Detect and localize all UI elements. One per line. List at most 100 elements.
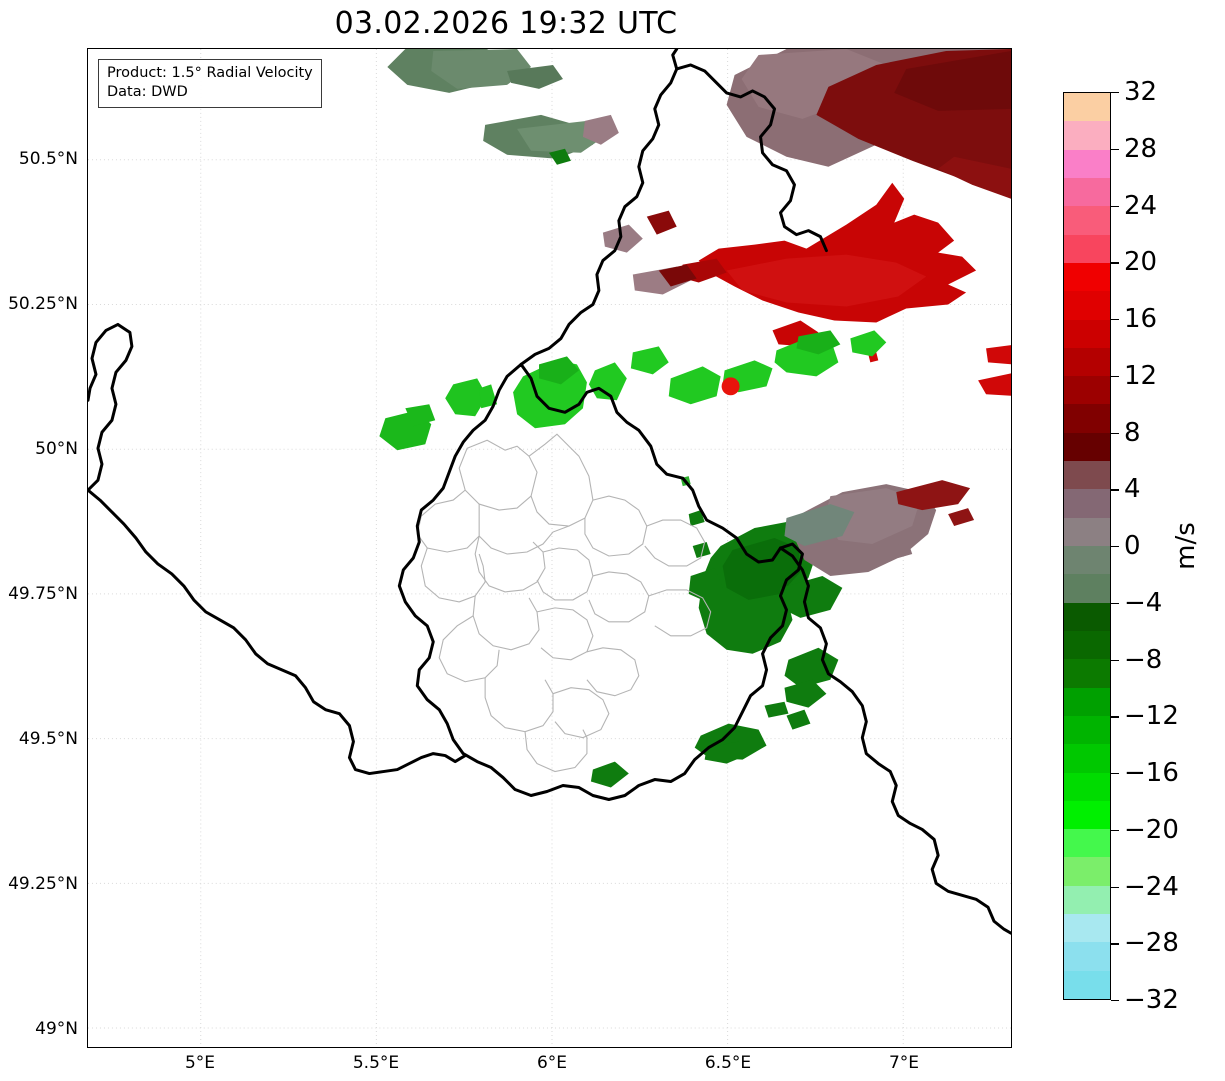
colorbar-segment-15	[1064, 517, 1110, 546]
ytick-label-5: 49.25°N	[8, 874, 78, 894]
colorbar-segment-10	[1064, 376, 1110, 405]
colorbar-tick-label-15: −28	[1124, 928, 1179, 959]
colorbar-segment-29	[1064, 914, 1110, 943]
ytick-label-3: 49.75°N	[8, 584, 78, 604]
info-product-line: Product: 1.5° Radial Velocity	[107, 65, 313, 81]
colorbar-tick-14	[1111, 886, 1119, 888]
echo-se-green-dot2	[688, 510, 705, 527]
colorbar-segment-21	[1064, 687, 1110, 716]
colorbar-tick-label-7: 4	[1124, 474, 1141, 505]
colorbar-segment-14	[1064, 489, 1110, 518]
echo-green-e-5	[850, 330, 887, 357]
colorbar-segment-24	[1064, 772, 1110, 801]
internal-borders	[416, 433, 712, 773]
ytick-label-4: 49.5°N	[18, 729, 78, 749]
border-be-de	[519, 49, 679, 366]
colorbar-tick-label-6: 8	[1124, 417, 1141, 448]
radar-site-marker	[721, 377, 740, 396]
echo-se-green-tail	[688, 567, 723, 602]
colorbar-tick-label-12: −16	[1124, 758, 1179, 788]
colorbar-tick-label-2: 24	[1124, 190, 1158, 221]
echo-green-riv-1	[588, 362, 627, 401]
info-box: Product: 1.5° Radial Velocity Data: DWD	[98, 59, 322, 109]
colorbar-segment-30	[1064, 942, 1110, 971]
map-canvas	[88, 49, 1011, 1047]
colorbar-segment-3	[1064, 177, 1110, 207]
national-borders	[88, 49, 1011, 935]
colorbar-segment-19	[1064, 630, 1110, 660]
echo-green-mid-1	[445, 378, 488, 417]
xtick-label-0: 5°E	[184, 1053, 216, 1073]
echo-se-sage-blend	[784, 504, 855, 547]
echo-nw-sage-5	[507, 64, 563, 89]
echo-green-lux-n2	[539, 356, 579, 385]
echo-south-green-3	[786, 709, 811, 730]
colorbar-segment-23	[1064, 744, 1110, 773]
echo-eifel-dark-1	[658, 264, 697, 287]
ytick-label-2: 50°N	[35, 439, 78, 459]
echo-south-green-7	[764, 701, 789, 718]
colorbar-tick-label-11: −12	[1124, 701, 1179, 732]
xtick-label-1: 5.5°E	[352, 1053, 400, 1073]
echo-nw-mauve-1	[582, 114, 619, 145]
colorbar-segment-18	[1064, 602, 1110, 631]
echo-se-darkred-edge2	[948, 508, 975, 527]
echo-border-mauve-1	[602, 224, 643, 253]
colorbar-tick-label-9: −4	[1124, 587, 1163, 618]
colorbar-segment-2	[1064, 149, 1110, 178]
colorbar-tick-9	[1111, 602, 1119, 605]
echo-nw-sage-2	[431, 49, 532, 89]
xtick-label-3: 6.5°E	[704, 1053, 752, 1073]
ytick-label-6: 49°N	[35, 1019, 78, 1039]
echo-south-green-1	[784, 647, 839, 688]
echo-east-red-streak-1	[986, 345, 1011, 365]
colorbar-segment-17	[1064, 574, 1110, 603]
colorbar-tick-12	[1111, 773, 1119, 775]
colorbar-tick-label-4: 16	[1124, 304, 1158, 334]
colorbar-segment-0	[1064, 93, 1110, 122]
border-de-fr	[779, 546, 1011, 935]
colorbar-tick-11	[1111, 716, 1119, 718]
colorbar-tick-7	[1111, 489, 1119, 491]
colorbar-segment-22	[1064, 715, 1110, 745]
colorbar-segment-25	[1064, 800, 1110, 830]
echo-se-gray-zone2	[824, 488, 921, 545]
colorbar-tick-15	[1111, 943, 1119, 945]
echo-green-e-4	[796, 330, 841, 355]
colorbar-segment-16	[1064, 546, 1110, 575]
echo-south-green-5	[704, 741, 751, 764]
echo-green-mid-2	[479, 384, 498, 409]
echo-eifel-red-body2	[726, 254, 927, 307]
radar-map-plot[interactable]: Product: 1.5° Radial Velocity Data: DWD	[87, 48, 1012, 1048]
echo-ne-wedge-core3	[894, 50, 1011, 111]
colorbar-tick-label-0: 32	[1124, 77, 1158, 107]
colorbar-tick-16	[1111, 1000, 1119, 1002]
colorbar-tick-label-1: 28	[1124, 133, 1158, 164]
echo-green-riv-2	[630, 346, 669, 375]
colorbar-segment-12	[1064, 432, 1110, 462]
colorbar-segment-1	[1064, 121, 1110, 150]
colorbar-segment-13	[1064, 461, 1110, 490]
echo-se-darkred-edge	[896, 480, 971, 511]
colorbar-tick-2	[1111, 205, 1119, 207]
ytick-label-0: 50.5°N	[18, 149, 78, 169]
border-de-north	[675, 63, 828, 253]
luxembourg-border	[397, 362, 804, 801]
colorbar-tick-6	[1111, 432, 1119, 434]
colorbar[interactable]	[1063, 92, 1111, 1000]
xtick-label-4: 7°E	[888, 1053, 920, 1073]
colorbar-segment-7	[1064, 291, 1110, 320]
colorbar-segment-28	[1064, 885, 1110, 915]
echo-se-green-core2	[722, 538, 801, 600]
echo-ne-wedge-edge2	[741, 49, 887, 119]
colorbar-unit-label: m/s	[1171, 522, 1201, 570]
echo-south-green-2	[784, 679, 827, 708]
page-title: 03.02.2026 19:32 UTC	[334, 6, 678, 41]
border-fr-be	[88, 322, 134, 492]
echo-border-green-1	[549, 148, 571, 165]
echo-se-green-arm	[780, 575, 843, 618]
xtick-label-2: 6°E	[536, 1053, 568, 1073]
colorbar-segment-11	[1064, 404, 1110, 433]
border-fr-be2	[88, 488, 467, 776]
colorbar-tick-label-3: 20	[1124, 247, 1158, 278]
